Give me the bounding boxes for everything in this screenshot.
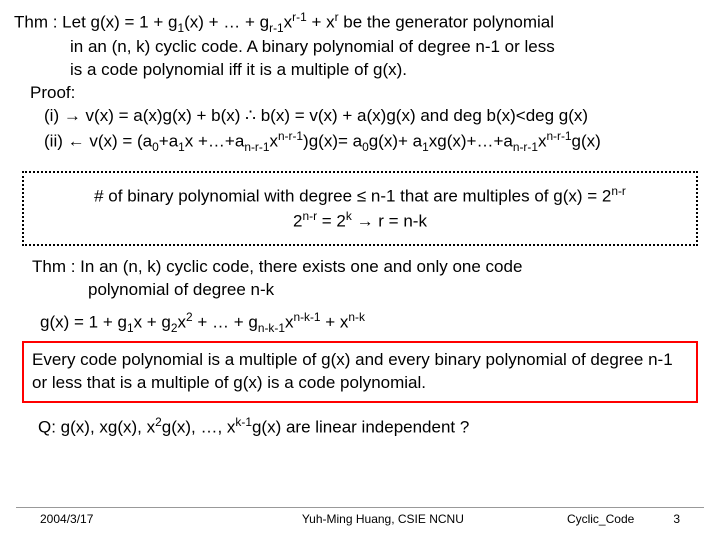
t: g(x) xyxy=(572,132,601,151)
p: n-k xyxy=(348,310,365,324)
t: be the generator polynomial xyxy=(339,13,554,32)
t: = 2 xyxy=(317,212,346,231)
t: + x xyxy=(321,312,349,331)
t: g(x), …, x xyxy=(162,417,236,436)
p: k-1 xyxy=(235,415,252,429)
s: r-1 xyxy=(269,21,284,35)
s: n-r-1 xyxy=(244,140,269,154)
s: n-k-1 xyxy=(258,321,285,335)
proof-ii: (ii) ← v(x) = (a0+a1x +…+an-r-1xn-r-1)g(… xyxy=(14,128,706,155)
thm1-line3: is a code polynomial iff it is a multipl… xyxy=(14,59,706,82)
t: g(x)+ a xyxy=(369,132,422,151)
generator-eq: g(x) = 1 + g1x + g2x2 + … + gn-k-1xn-k-1… xyxy=(40,310,696,335)
s: 1 xyxy=(127,321,134,335)
s: 1 xyxy=(422,140,429,154)
count-box: # of binary polynomial with degree ≤ n-1… xyxy=(22,171,698,246)
t: )g(x)= a xyxy=(303,132,362,151)
t: x xyxy=(269,132,278,151)
thm1-line1: Thm : Let g(x) = 1 + g1(x) + … + gr-1xr-… xyxy=(14,9,706,36)
footer-title: Cyclic_Code xyxy=(497,512,634,526)
question: Q: g(x), xg(x), x2g(x), …, xk-1g(x) are … xyxy=(38,415,696,438)
t: (x) + … + g xyxy=(184,13,269,32)
s: 2 xyxy=(171,321,178,335)
t: Thm : Let g(x) = 1 + g xyxy=(14,13,177,32)
p: n-r-1 xyxy=(546,129,571,143)
thm1: Thm : Let g(x) = 1 + g1(x) + … + gr-1xr-… xyxy=(14,9,706,155)
t: (ii) ← v(x) = (a xyxy=(44,132,152,151)
t: + … + g xyxy=(193,312,258,331)
footer-date: 2004/3/17 xyxy=(40,512,269,526)
t: + x xyxy=(307,13,335,32)
thm2: Thm : In an (n, k) cyclic code, there ex… xyxy=(32,256,696,302)
thm2-line1: Thm : In an (n, k) cyclic code, there ex… xyxy=(32,256,696,279)
t: xg(x)+…+a xyxy=(429,132,513,151)
t: x xyxy=(284,13,293,32)
p: n-r xyxy=(611,184,626,198)
proof-label: Proof: xyxy=(14,82,706,105)
summary-box: Every code polynomial is a multiple of g… xyxy=(22,341,698,403)
t: +a xyxy=(159,132,178,151)
thm1-line2: in an (n, k) cyclic code. A binary polyn… xyxy=(14,36,706,59)
s: 0 xyxy=(362,140,369,154)
box1-line1: # of binary polynomial with degree ≤ n-1… xyxy=(30,183,690,208)
footer: 2004/3/17 Yuh-Ming Huang, CSIE NCNU Cycl… xyxy=(0,507,720,526)
t: g(x) = 1 + g xyxy=(40,312,127,331)
t: → r = n-k xyxy=(352,212,427,231)
t: g(x) are linear independent ? xyxy=(252,417,469,436)
t: # of binary polynomial with degree ≤ n-1… xyxy=(94,187,611,206)
t: 2 xyxy=(293,212,302,231)
proof-i: (i) → v(x) = a(x)g(x) + b(x) ∴ b(x) = v(… xyxy=(14,105,706,128)
p: n-r-1 xyxy=(278,129,303,143)
footer-divider xyxy=(16,507,704,508)
p: r-1 xyxy=(292,10,307,24)
p: n-r xyxy=(303,209,318,223)
p: 2 xyxy=(155,415,162,429)
t: x xyxy=(178,312,187,331)
p: n-k-1 xyxy=(293,310,320,324)
footer-page: 3 xyxy=(634,512,680,526)
box2-text: Every code polynomial is a multiple of g… xyxy=(32,350,673,392)
s: 1 xyxy=(178,140,185,154)
s: n-r-1 xyxy=(513,140,538,154)
box1-line2: 2n-r = 2k → r = n-k xyxy=(30,208,690,233)
t: x + g xyxy=(134,312,171,331)
p: 2 xyxy=(186,310,193,324)
thm2-line2: polynomial of degree n-k xyxy=(32,279,696,302)
t: x +…+a xyxy=(185,132,245,151)
t: Q: g(x), xg(x), x xyxy=(38,417,155,436)
s: 0 xyxy=(152,140,159,154)
footer-author: Yuh-Ming Huang, CSIE NCNU xyxy=(269,512,498,526)
